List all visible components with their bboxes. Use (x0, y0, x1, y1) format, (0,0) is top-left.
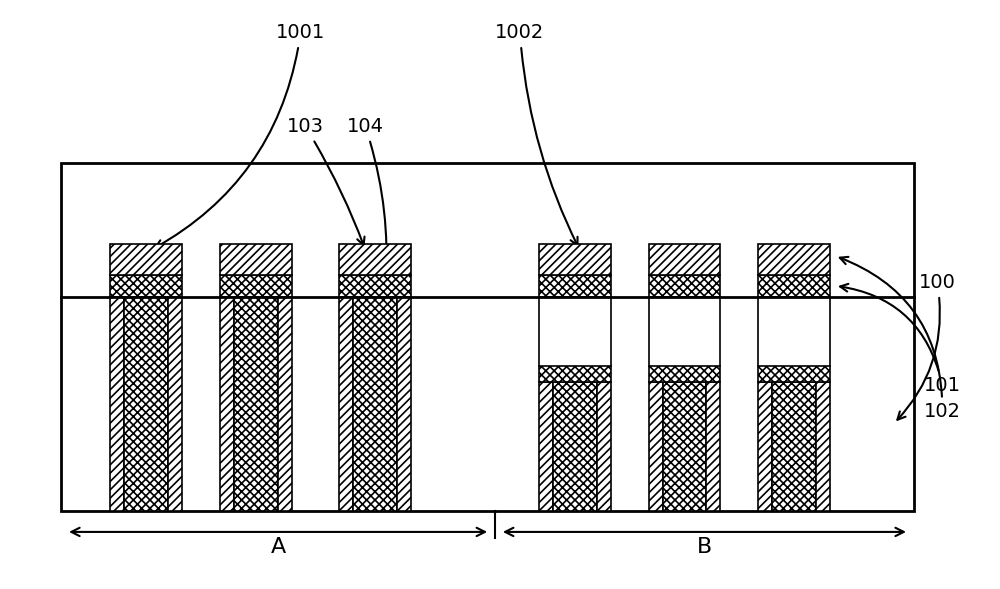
Bar (339, 244, 411, 274)
Bar (663, 382, 706, 511)
Bar (353, 297, 397, 511)
Bar (339, 297, 353, 511)
Bar (816, 382, 830, 511)
Bar (758, 244, 830, 274)
Bar (234, 297, 278, 511)
Bar (539, 382, 553, 511)
Bar (110, 274, 182, 297)
Bar (397, 297, 411, 511)
Bar (649, 274, 720, 297)
Bar (220, 297, 234, 511)
Bar (110, 297, 124, 511)
Bar (649, 366, 720, 382)
Bar (539, 244, 611, 274)
Bar (597, 382, 611, 511)
Bar (168, 297, 182, 511)
Text: A: A (270, 537, 286, 557)
Bar (539, 274, 611, 297)
Bar (649, 244, 720, 274)
Text: 104: 104 (347, 117, 390, 280)
Bar (758, 274, 830, 297)
Text: B: B (697, 537, 712, 557)
Text: 100: 100 (897, 273, 956, 420)
Bar (772, 382, 816, 511)
Bar (339, 274, 411, 297)
Text: 1002: 1002 (495, 24, 578, 246)
Text: 102: 102 (840, 257, 961, 421)
Bar (220, 274, 292, 297)
Bar (649, 382, 663, 511)
Bar (553, 382, 597, 511)
Bar (220, 244, 292, 274)
Text: 103: 103 (287, 117, 365, 245)
Bar (124, 297, 168, 511)
Bar (278, 297, 292, 511)
Bar (758, 382, 772, 511)
Bar (706, 382, 720, 511)
Bar (758, 366, 830, 382)
Bar (539, 366, 611, 382)
Bar (61, 163, 914, 511)
Bar (110, 244, 182, 274)
Text: 1001: 1001 (155, 24, 325, 247)
Text: 101: 101 (840, 284, 961, 395)
